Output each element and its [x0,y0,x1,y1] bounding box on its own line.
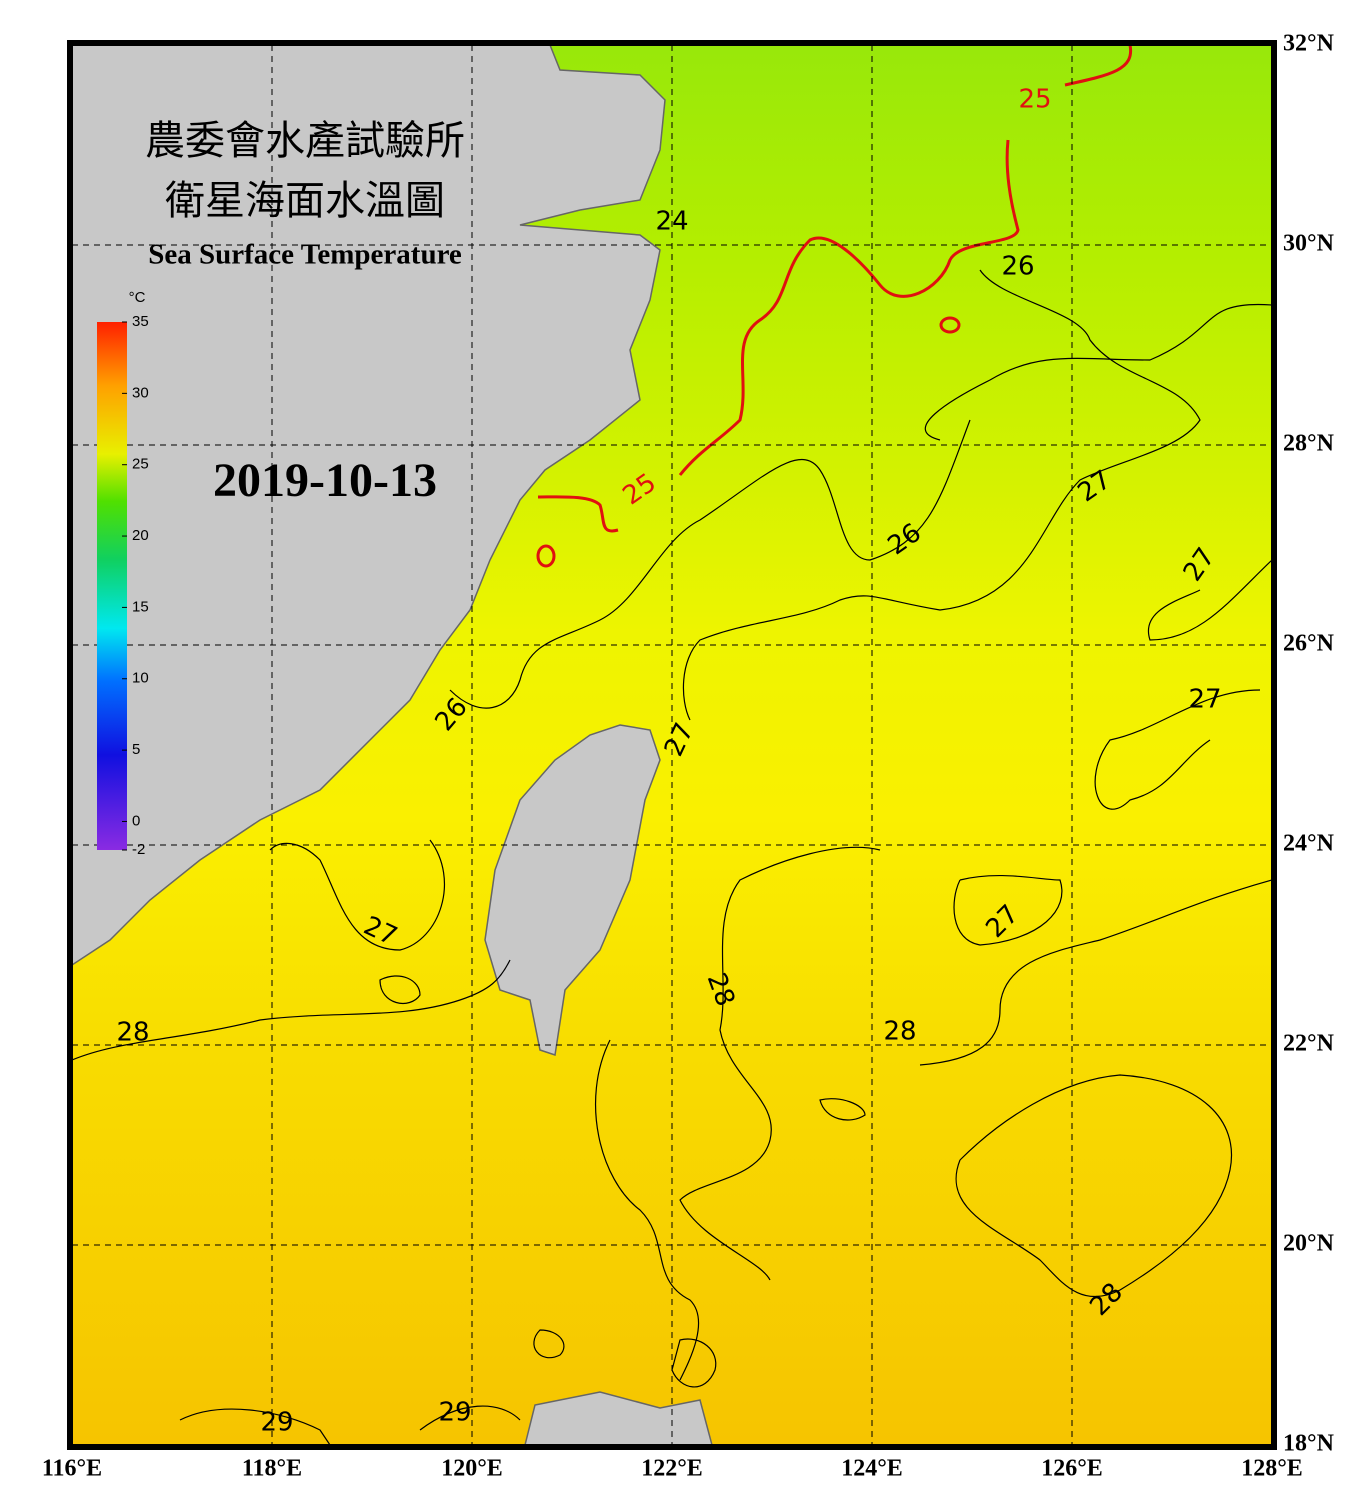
contour-line [72,959,511,1061]
lat-tick-label: 24°N [1283,831,1335,857]
contour-line [379,975,421,1004]
lon-tick-label: 118°E [242,1456,302,1482]
contour-line [1094,689,1261,810]
colorbar-tick-label: 5 [132,741,140,758]
axes: 116°E 118°E 120°E 122°E 124°E 126°E 128°E18°N 2… [42,31,1335,1482]
lon-tick-label: 120°E [441,1456,503,1482]
lon-tick-label: 128°E [1241,1456,1303,1482]
graticule [72,45,1272,1445]
lat-tick-label: 28°N [1283,431,1335,457]
contour-line [419,1405,521,1431]
colorbar-tick-label: 15 [132,598,149,615]
map-frame [67,40,1277,1450]
contour-line [1147,559,1272,641]
date: 2019-10-13 [213,454,437,507]
contour-line [536,544,556,568]
title-line: 衛星海面水溫圖 [165,178,445,223]
china-land [72,45,666,966]
luzon-land [524,1391,713,1445]
colorbar-tick-label: 30 [132,384,149,401]
colorbar-tick-label: 0 [132,812,140,829]
contour-line [449,419,971,709]
contour-line [179,1408,331,1445]
lon-tick-label: 122°E [641,1456,703,1482]
lon-tick-label: 126°E [1041,1456,1103,1482]
colorbar-tick-label: 25 [132,456,149,473]
contour-line [594,1039,700,1381]
contour-line [682,269,1201,721]
colorbar-tick-label: 35 [132,313,149,330]
lat-tick-label: 20°N [1283,1231,1335,1257]
contour-line [679,846,881,1281]
contour-line [537,495,619,533]
title-line: 農委會水產試驗所 [145,118,465,163]
colorbar-unit: °C [129,289,146,306]
contour-line [919,879,1272,1066]
contour-line [953,874,1063,946]
subtitle: Sea Surface Temperature [148,239,462,271]
lat-tick-label: 22°N [1283,1031,1335,1057]
contour-label: 29 [438,1398,471,1428]
lat-tick-label: 18°N [1283,1431,1335,1457]
contour-label: 25 [1018,85,1051,115]
lat-tick-label: 26°N [1283,631,1335,657]
contours [72,269,1272,1445]
contour-label: 26 [1001,252,1034,282]
taiwan-land [484,724,661,1056]
contour-label: 28 [116,1018,149,1048]
red-contour [536,45,1133,568]
lon-tick-label: 124°E [841,1456,903,1482]
contour-line [924,303,1272,441]
contour-line [955,1074,1232,1298]
contour-line [269,839,445,951]
contour-line [678,139,1020,476]
colorbar-tick-label: 10 [132,670,149,687]
colorbar [97,322,127,850]
contour-line [819,1098,866,1121]
colorbar-tick-label: 20 [132,527,149,544]
contour-label: 29 [260,1408,293,1438]
contour-line [533,1329,565,1359]
contour-line [939,316,961,334]
contour-label: 27 [1188,685,1221,715]
lat-tick-label: 30°N [1283,231,1335,257]
contour-line [671,1338,717,1388]
contour-line [1064,45,1133,87]
colorbar-tick-label: -2 [132,841,145,858]
contour-label: 24 [655,207,688,237]
lon-tick-label: 116°E [42,1456,102,1482]
lat-tick-label: 32°N [1283,31,1335,57]
contour-label: 28 [883,1017,916,1047]
